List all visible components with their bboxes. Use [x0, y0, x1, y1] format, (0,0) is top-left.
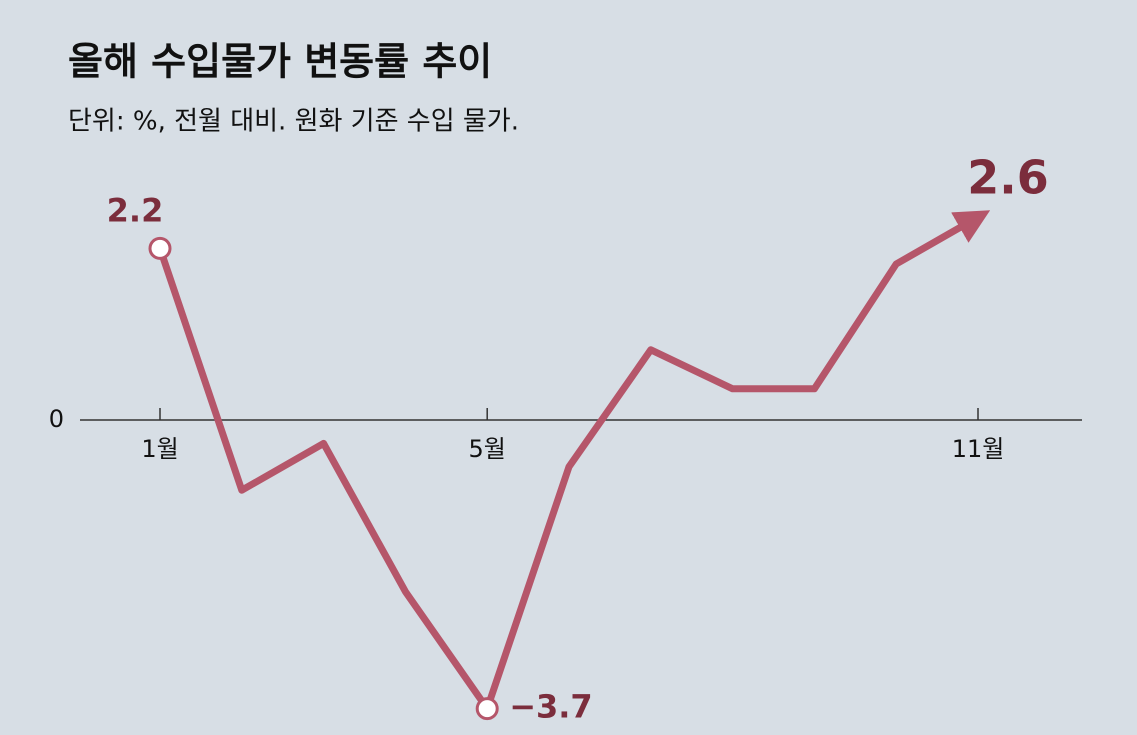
y-tick-label: 0 [49, 405, 64, 433]
data-label: 2.6 [967, 151, 1049, 205]
x-tick-label: 11월 [952, 435, 1005, 463]
data-label: 2.2 [107, 191, 164, 229]
data-label: −3.7 [509, 688, 593, 726]
line [156, 210, 991, 713]
chart-title: 올해 수입물가 변동률 추이 [68, 40, 492, 84]
x-tick-label: 5월 [469, 435, 506, 463]
point-marker [475, 697, 499, 721]
point-marker [148, 236, 172, 260]
chart-subtitle: 단위: %, 전월 대비. 원화 기준 수입 물가. [68, 107, 519, 137]
x-tick-label: 1월 [141, 435, 178, 463]
